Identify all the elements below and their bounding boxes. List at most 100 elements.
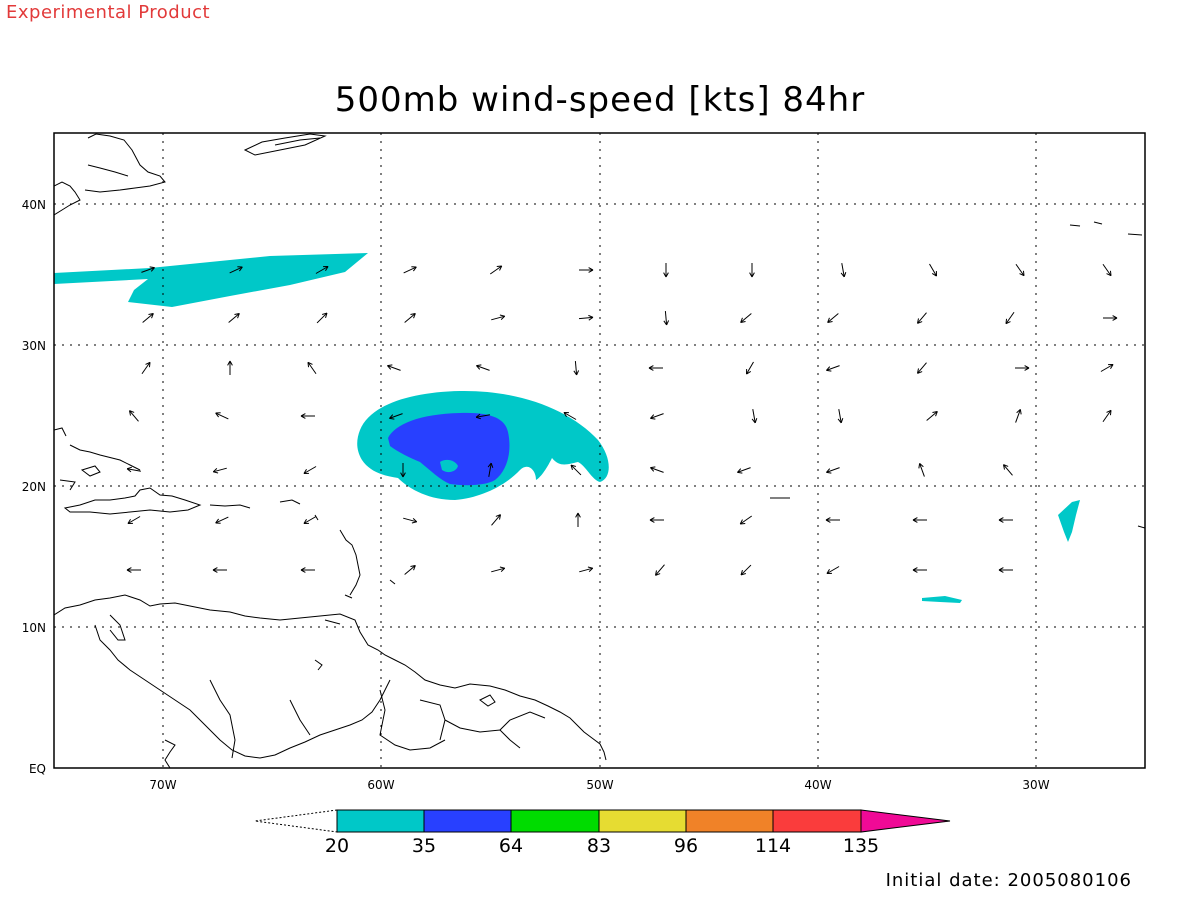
wind-vector [491,514,501,526]
wind-vector [228,313,240,323]
wind-vector [650,466,664,473]
colorbar-box-64 [510,809,600,833]
wind-vector [212,467,227,474]
wind-vector [912,567,927,573]
colorbar-label-114: 114 [755,835,791,857]
wind-vector [387,364,401,371]
colorbar-box-83 [598,809,687,833]
wind-vector [229,266,243,274]
wind-vector [129,410,139,422]
wind-vector [300,567,315,573]
wind-vector [1103,315,1118,321]
wind-vector [1003,464,1013,476]
colorbar-label-83: 83 [587,835,611,857]
wind-vector [579,267,594,273]
wind-vector [227,360,233,375]
wind-vector [1015,409,1022,423]
wind-vector [840,263,847,278]
wind-vector [1015,365,1030,371]
wind-vector [917,362,927,374]
wind-vector [826,365,840,372]
wind-vector [1102,409,1112,423]
wind-vector [650,413,664,420]
wind-vector [215,412,229,420]
lat-label-40n: 40N [22,198,46,212]
colorbar-box-114 [772,809,862,833]
lon-label-60w: 60W [367,778,394,792]
wind-vector [929,263,937,277]
wind-vector [575,512,581,527]
lon-label-30w: 30W [1022,778,1049,792]
wind-vector [215,516,229,524]
colorbar-label-96: 96 [674,835,698,857]
wind-vector [491,314,506,321]
wind-vector [126,466,141,473]
colorbar-upper-arrow [860,809,951,833]
wind-shade-cyan-south [922,596,962,603]
wind-vector [303,466,317,474]
wind-vector [400,463,406,478]
wind-vector [579,566,594,573]
wind-shade-cyan-jet [54,253,368,307]
wind-vector [487,462,494,477]
wind-vector [740,313,752,323]
wind-vector [300,413,315,419]
wind-vector [751,409,758,424]
wind-vector [212,567,227,573]
wind-vector [998,567,1013,573]
lat-label-10n: 10N [22,621,46,635]
wind-vector [918,463,925,477]
wind-vector [127,516,141,524]
lon-label-50w: 50W [586,778,613,792]
colorbar-label-135: 135 [843,835,879,857]
wind-vector [141,266,155,273]
wind-vector [837,409,844,424]
wind-vector [926,411,938,421]
lon-label-70w: 70W [149,778,176,792]
wind-vector [475,413,490,420]
wind-vector [307,361,317,375]
lat-label-20n: 20N [22,480,46,494]
wind-vector [491,566,506,573]
lat-lon-grid [54,133,1145,768]
plot-frame [53,132,1146,769]
wind-vector [740,564,752,576]
wind-vector [663,263,669,278]
wind-vector [1100,364,1114,372]
wind-vector [142,313,154,323]
wind-vector [737,467,751,474]
wind-vector [749,263,755,278]
wind-vector [403,266,417,274]
wind-vector [1015,263,1025,277]
wind-vector [825,517,840,523]
wind-vector [912,517,927,523]
wind-vector [827,313,839,323]
colorbar-box-96 [685,809,774,833]
wind-vector [826,467,840,474]
colorbar-box-20 [336,809,425,833]
wind-vector [404,565,416,575]
colorbar-legend: 20 35 64 83 96 114 135 [254,809,951,857]
lon-label-40w: 40W [804,778,831,792]
wind-vector [489,265,503,275]
lat-label-eq: EQ [29,762,46,776]
wind-shade-cyan-east [1058,500,1080,542]
map-title: 500mb wind-speed [kts] 84hr [334,80,866,120]
wind-shade-cyan-eye [440,459,458,473]
wind-shade-blue-core [388,412,510,486]
wind-vector [1005,311,1015,325]
wind-vector [649,517,664,523]
wind-vector [663,310,670,326]
wind-vector [315,266,329,274]
wind-vector [578,314,594,321]
wind-vector [739,515,753,525]
wind-vector [389,413,403,420]
wind-vector [316,312,328,324]
colorbar-label-64: 64 [499,835,523,857]
wind-vector [826,566,840,574]
wind-vector [573,360,580,376]
wind-vector [303,516,317,524]
wind-vector [655,564,665,576]
wind-vector [126,567,141,573]
